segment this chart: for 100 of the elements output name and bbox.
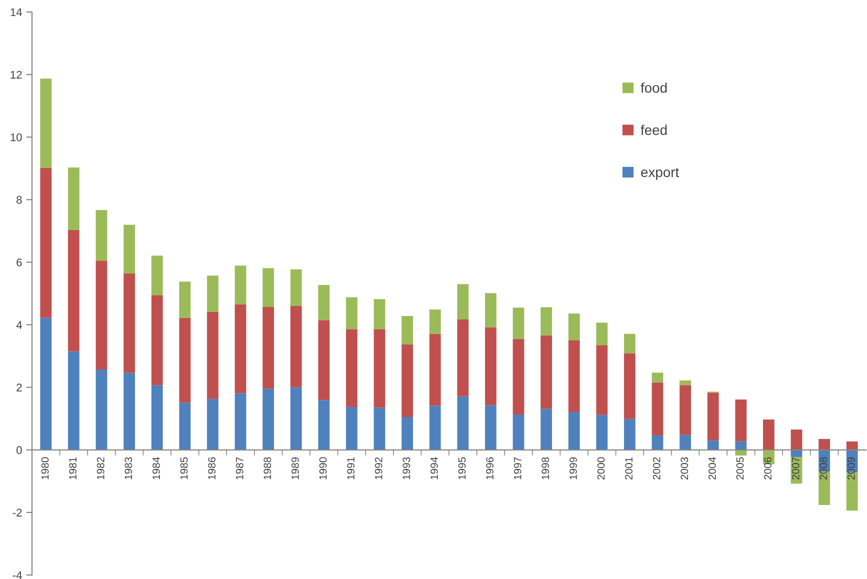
bar: [207, 312, 218, 399]
bar: [262, 388, 274, 450]
bar: [96, 260, 108, 370]
bar: [485, 293, 496, 328]
bar: [346, 329, 358, 408]
y-tick-label: 8: [16, 196, 22, 204]
y-tick-label: 4: [16, 321, 22, 329]
legend-label: feed: [640, 124, 667, 135]
bar: [151, 295, 163, 386]
bar: [68, 230, 80, 352]
x-tick-label: 1997: [514, 457, 522, 480]
bar: [680, 434, 691, 450]
bar: [402, 344, 413, 418]
x-tick-label: 1993: [402, 457, 410, 480]
bar: [763, 420, 774, 450]
bar: [318, 400, 330, 450]
bar: [96, 370, 108, 450]
bar: [40, 318, 52, 450]
bar: [207, 398, 218, 450]
x-tick-label: 1980: [41, 457, 49, 480]
x-tick-label: 1999: [570, 457, 577, 480]
x-tick-label: 1990: [319, 457, 327, 480]
bar: [179, 402, 191, 450]
bar: [457, 284, 469, 320]
bar: [596, 345, 608, 415]
bar: [346, 407, 358, 450]
x-tick-label: 2001: [625, 457, 632, 480]
y-tick-label: 6: [16, 258, 22, 266]
x-tick-label: 2008: [820, 457, 828, 480]
bar: [234, 304, 246, 394]
bar: [652, 372, 664, 382]
x-tick-label: 1985: [180, 457, 188, 480]
bar: [40, 78, 52, 168]
x-tick-label: 1987: [236, 457, 244, 480]
bar: [652, 382, 664, 436]
bar: [429, 309, 441, 334]
bar: [512, 414, 524, 450]
bar: [485, 327, 496, 406]
x-tick-label: 1996: [486, 457, 494, 480]
bar: [151, 385, 163, 450]
bar: [151, 256, 163, 296]
bar: [318, 285, 330, 320]
x-tick-label: 2006: [764, 457, 772, 480]
bar: [374, 329, 386, 408]
bar: [179, 318, 191, 403]
bar: [234, 393, 246, 450]
bar: [402, 316, 413, 344]
bar: [179, 282, 191, 318]
legend-label: food: [640, 82, 667, 93]
x-tick-label: 1995: [458, 457, 466, 480]
bar: [707, 440, 719, 450]
bar: [262, 306, 274, 389]
bar: [207, 276, 218, 312]
bar: [790, 430, 802, 450]
x-tick-label: 1988: [264, 457, 272, 480]
bar: [318, 320, 330, 400]
y-tick-label: 2: [16, 384, 22, 392]
x-tick-label: 1989: [292, 457, 299, 480]
bar: [429, 406, 441, 450]
bar: [624, 334, 636, 354]
x-tick-label: 1986: [208, 457, 216, 480]
bar: [402, 417, 413, 450]
bar: [68, 167, 80, 230]
bar: [96, 210, 108, 261]
y-tick-label: -2: [12, 508, 22, 516]
bar: [234, 266, 246, 304]
y-tick-label: 10: [10, 133, 22, 142]
bar: [374, 408, 386, 450]
bar: [624, 418, 636, 450]
y-tick-label: 0: [16, 446, 22, 454]
bar: [457, 319, 469, 396]
bar: [124, 372, 135, 450]
x-tick-label: 2000: [597, 457, 605, 480]
x-tick-label: 2007: [792, 457, 800, 480]
bar: [512, 338, 524, 415]
bar: [818, 438, 830, 450]
bar: [680, 385, 691, 435]
x-tick-label: 2003: [680, 457, 688, 480]
bar: [540, 408, 552, 450]
bar: [68, 351, 80, 450]
bar: [485, 405, 496, 450]
bar: [290, 269, 302, 306]
bar: [568, 314, 580, 340]
bar: [735, 441, 747, 450]
x-tick-label: 1981: [69, 457, 76, 480]
x-tick-label: 1998: [542, 457, 550, 480]
bar: [540, 335, 552, 409]
y-tick-label: 14: [10, 8, 22, 16]
bar: [374, 299, 386, 330]
x-tick-label: 1982: [96, 457, 104, 480]
bar: [124, 273, 135, 373]
x-tick-label: 1992: [374, 457, 382, 480]
bar: [568, 412, 580, 450]
bar: [290, 387, 302, 450]
bar: [735, 400, 747, 442]
bar: [846, 441, 858, 450]
bar: [346, 297, 358, 330]
x-tick-label: 1991: [347, 457, 354, 480]
x-tick-label: 1983: [124, 457, 132, 480]
y-tick-label: 12: [10, 70, 22, 79]
